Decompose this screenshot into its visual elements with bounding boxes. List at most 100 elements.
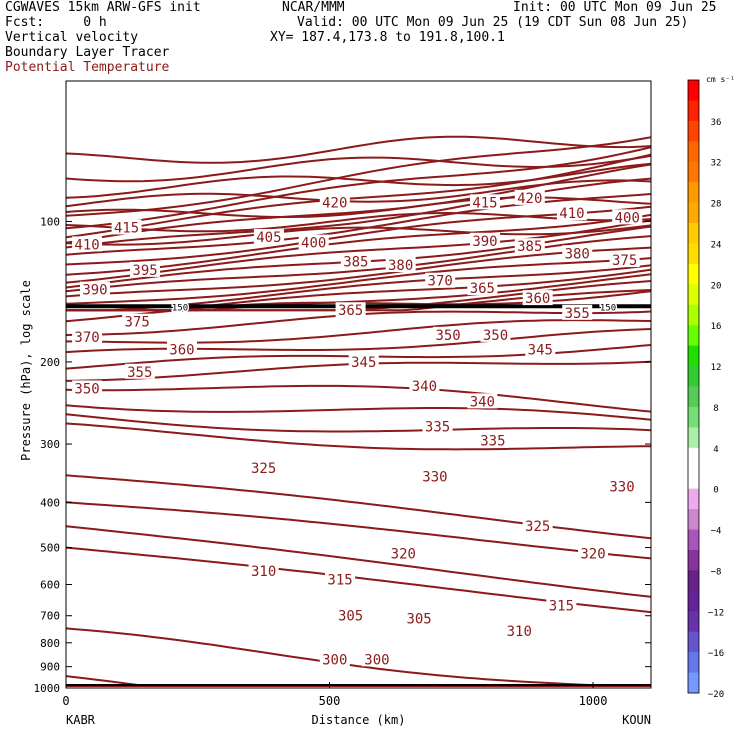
colorbar-label: 16	[711, 322, 722, 332]
colorbar-swatch	[688, 263, 699, 285]
contour-label: 340	[412, 379, 437, 395]
contour-label-bg	[166, 341, 197, 357]
colorbar-swatch	[688, 386, 699, 408]
contour-label: 345	[351, 355, 376, 371]
colorbar-swatch	[688, 141, 699, 163]
contour-label-bg	[72, 380, 103, 396]
contour-label-bg	[578, 545, 609, 561]
contour-label: 325	[251, 461, 276, 477]
contour-label-bg	[522, 518, 553, 534]
x-tick-label: 1000	[579, 694, 608, 708]
contour-label-bg	[388, 545, 419, 561]
colorbar-swatch	[688, 468, 699, 490]
contour-label-bg	[72, 329, 103, 345]
contour-label: 345	[528, 342, 553, 358]
header-valid-time: Valid: 00 UTC Mon 09 Jun 25 (19 CDT Sun …	[297, 15, 689, 30]
contour-label-bg	[253, 229, 284, 245]
contour-label-bg	[124, 363, 155, 379]
contour-label-bg	[298, 234, 329, 250]
y-tick-label: 600	[40, 578, 60, 591]
endpoint-left-label: KABR	[66, 713, 96, 727]
header-model-title: CGWAVES 15km ARW-GFS init	[5, 0, 201, 15]
contour-label-bg	[469, 232, 500, 248]
contour-label: 360	[525, 291, 550, 307]
contour-label: 410	[559, 206, 584, 222]
contour-line-420	[66, 135, 651, 164]
contour-label: 365	[470, 281, 495, 297]
y-axis-label: Pressure (hPa), log scale	[19, 280, 33, 461]
colorbar-swatch	[688, 80, 699, 101]
y-tick-label: 300	[40, 438, 60, 451]
colorbar-label: −20	[708, 690, 724, 700]
colorbar-border	[687, 79, 700, 694]
contour-label: 380	[388, 258, 413, 274]
contour-label-bg	[409, 377, 440, 393]
contour-line-315	[66, 627, 651, 687]
contour-label-bg	[525, 341, 556, 357]
header-forecast-hour: Fcst: 0 h	[5, 15, 107, 30]
colorbar-label: 4	[713, 445, 718, 455]
contour-label: 325	[525, 519, 550, 535]
contour-label-bg	[562, 245, 593, 261]
contour-label: 415	[472, 195, 497, 211]
contour-label-bg	[480, 326, 511, 342]
contour-label: 375	[125, 315, 150, 331]
contour-line-upper	[66, 146, 651, 230]
colorbar-label: 20	[711, 281, 722, 291]
contour-line-upper	[66, 246, 651, 298]
contour-label-bg	[348, 353, 379, 369]
contour-line-395	[66, 211, 651, 233]
contour-line-upper	[66, 163, 651, 244]
colorbar-swatch	[688, 202, 699, 224]
contour-line-upper	[66, 153, 651, 239]
colorbar-swatch	[688, 529, 699, 551]
contour-line-upper	[66, 205, 651, 266]
colorbar-swatch	[688, 652, 699, 674]
contour-label-bg	[612, 209, 643, 225]
contour-label: 360	[169, 342, 194, 358]
colorbar-label: −8	[711, 567, 722, 577]
y-tick-label: 400	[40, 496, 60, 509]
contour-label-bg	[433, 326, 464, 342]
contour-label-bg	[385, 257, 416, 273]
contour-label-bg	[340, 253, 371, 269]
contour-line-upper	[66, 193, 651, 256]
colorbar-swatch	[688, 345, 699, 367]
contour-label-bg	[111, 219, 142, 235]
contour-label: 335	[480, 434, 505, 450]
contour-line-345	[66, 413, 651, 433]
contour-label: 350	[74, 381, 99, 397]
y-tick-label: 800	[40, 637, 60, 650]
contour-label: 370	[428, 274, 453, 290]
contour-label: 355	[127, 365, 152, 381]
contour-label: 420	[322, 195, 347, 211]
contour-label: 365	[338, 303, 363, 319]
contour-label-bg	[319, 194, 350, 210]
contour-label-bg	[335, 607, 366, 623]
contour-lines	[66, 135, 651, 687]
contour-line-340	[66, 422, 651, 451]
contour-label-bg	[467, 393, 498, 409]
contour-label-bg	[319, 651, 350, 667]
colorbar-swatch	[688, 223, 699, 244]
header-field-potential-temperature: Potential Temperature	[5, 60, 170, 75]
contour-label-bg	[477, 432, 508, 448]
plot-frame	[65, 80, 652, 689]
contour-label: 305	[406, 612, 431, 628]
x-tick-label: 500	[319, 694, 341, 708]
colorbar-swatch	[688, 590, 699, 612]
contour-label: 405	[256, 230, 281, 246]
colorbar-swatch	[688, 427, 699, 449]
colorbar-swatch	[688, 672, 699, 694]
boundary-layer-top-label: 150	[172, 303, 188, 313]
contour-label: 390	[472, 234, 497, 250]
y-tick-label: 700	[40, 610, 60, 623]
contour-label-bg	[514, 189, 545, 205]
contour-line-350	[66, 404, 651, 421]
colorbar-label: −4	[711, 527, 722, 537]
contour-line-375	[66, 319, 651, 344]
contour-label: 400	[301, 236, 326, 252]
x-tick-label: 0	[62, 694, 69, 708]
contour-label-bg	[122, 313, 153, 329]
